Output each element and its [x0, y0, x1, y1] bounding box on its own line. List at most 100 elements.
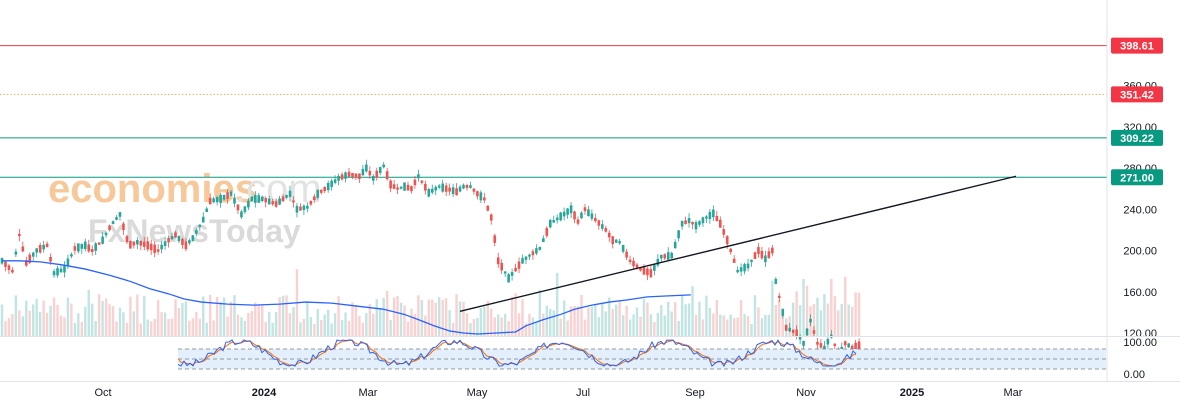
moving-average-line: [2, 260, 691, 335]
volume-bar: [649, 314, 653, 336]
volume-bar: [35, 298, 38, 336]
candle-body: [503, 271, 507, 274]
volume-bar: [111, 306, 115, 336]
volume-bar: [795, 291, 798, 336]
volume-bar: [94, 320, 97, 336]
volume-bar: [191, 318, 195, 336]
volume-bar: [854, 292, 857, 336]
candle-body: [656, 258, 660, 266]
volume-bar: [791, 302, 795, 336]
volume-bar: [56, 304, 59, 336]
candle-body: [562, 211, 566, 217]
candle-body: [132, 241, 136, 246]
volume-bar: [736, 317, 739, 336]
candle-body: [392, 184, 396, 189]
candle-body: [195, 230, 198, 234]
volume-bar: [719, 314, 722, 336]
candle-body: [177, 235, 181, 242]
candle-body: [573, 211, 576, 220]
volume-bar: [660, 305, 663, 336]
price-badges: 398.61 351.42 309.22 271.00: [1111, 37, 1163, 186]
price-badge: [1111, 37, 1163, 54]
candle-body: [229, 191, 233, 196]
candle-body: [535, 248, 538, 254]
candle-body: [698, 221, 701, 225]
candle-body: [70, 254, 73, 257]
candle-body: [684, 220, 687, 224]
volume-bar: [59, 315, 63, 336]
volume-bar: [229, 301, 233, 336]
candle-body: [201, 216, 205, 223]
candle-body: [472, 188, 476, 192]
volume-bar: [694, 314, 698, 336]
candle-body: [566, 208, 569, 215]
candle-body: [4, 261, 7, 267]
stochastic-oscillator-pane[interactable]: 100.00 0.00: [0, 336, 1180, 382]
candle-body: [594, 217, 597, 222]
volume-bar: [771, 280, 774, 336]
candle-body: [677, 230, 680, 239]
volume-bar: [174, 299, 177, 336]
volume-bar: [118, 307, 122, 336]
candle-body: [254, 195, 257, 203]
volume-bar: [333, 313, 337, 336]
candle-body: [115, 217, 118, 220]
volume-bar: [746, 315, 750, 336]
volume-bar: [805, 285, 809, 336]
volume-bar: [830, 278, 833, 336]
y-tick-label: 200.00: [1123, 246, 1157, 258]
volume-bar: [274, 312, 278, 336]
candle-body: [198, 224, 202, 227]
volume-bar: [458, 301, 462, 336]
volume-bar: [673, 302, 677, 336]
candle-body: [167, 238, 170, 243]
candle-body: [240, 211, 243, 218]
candle-body: [788, 327, 791, 332]
volume-bar: [271, 322, 274, 336]
x-tick-label: 2024: [252, 387, 277, 399]
price-badge: [1111, 86, 1163, 103]
candle-body: [441, 183, 444, 192]
trendline[interactable]: [459, 175, 1017, 313]
candle-body: [170, 236, 174, 240]
candle-body: [621, 245, 625, 252]
volume-bar: [45, 312, 49, 336]
volume-bar: [417, 295, 420, 336]
candle-body: [493, 235, 497, 243]
candle-body: [181, 238, 184, 245]
candle-body: [517, 261, 521, 269]
candle-body: [11, 269, 14, 273]
volume-bar: [351, 302, 354, 336]
candle-body: [18, 233, 21, 237]
candle-body: [639, 267, 642, 271]
volume-bar: [143, 296, 146, 336]
volume-bar: [684, 304, 687, 336]
candle-body: [344, 172, 347, 179]
volume-bar: [215, 296, 219, 336]
volume-bar: [556, 272, 559, 336]
candle-body: [427, 188, 431, 197]
volume-bar: [150, 321, 153, 336]
candle-body: [302, 205, 306, 211]
volume-bar: [833, 296, 836, 336]
candle-body: [701, 217, 705, 224]
candle-body: [604, 228, 608, 232]
candle-body: [548, 219, 552, 228]
candle-body: [184, 241, 188, 250]
candle-body: [396, 187, 399, 190]
time-axis[interactable]: Oct 2024 Mar May Jul Sep Nov 2025 Mar: [0, 381, 1180, 400]
price-badge: [1111, 169, 1163, 186]
volume-bar: [732, 318, 736, 336]
volume-bar: [569, 306, 573, 336]
volume-bar: [559, 318, 562, 336]
candle-body: [833, 343, 837, 346]
volume-bar: [136, 294, 139, 336]
candle-body: [687, 218, 691, 224]
candle-body: [104, 232, 108, 236]
candle-body: [63, 265, 66, 273]
candle-body: [663, 254, 667, 259]
candle-body: [122, 223, 125, 231]
volume-bar: [188, 320, 191, 336]
volume-bar: [413, 313, 417, 336]
